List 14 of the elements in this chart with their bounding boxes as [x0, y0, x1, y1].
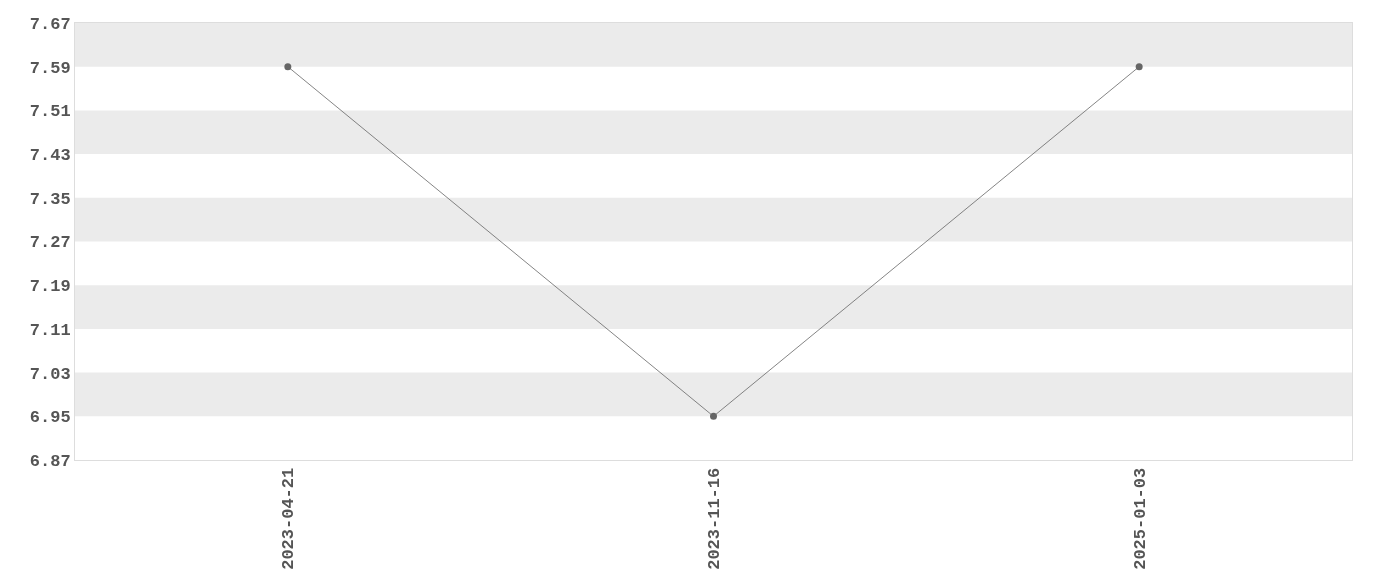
y-tick-label: 7.03 — [29, 364, 71, 384]
x-tick-label: 2023-04-21 — [279, 467, 299, 570]
y-tick-label: 7.51 — [29, 102, 71, 122]
x-tick-label: 2025-01-03 — [1130, 467, 1150, 570]
y-tick-label: 7.19 — [29, 277, 71, 297]
y-tick-label: 7.11 — [29, 320, 71, 340]
x-tick-label: 2023-11-16 — [705, 467, 725, 570]
y-tick-label: 7.27 — [29, 233, 71, 253]
y-tick-label: 6.95 — [29, 408, 71, 428]
y-tick-label: 7.67 — [29, 14, 71, 34]
y-tick-label: 7.59 — [29, 58, 71, 78]
y-tick-label: 7.43 — [29, 146, 71, 166]
y-tick-label: 7.35 — [29, 189, 71, 209]
y-tick-label: 6.87 — [29, 451, 71, 471]
